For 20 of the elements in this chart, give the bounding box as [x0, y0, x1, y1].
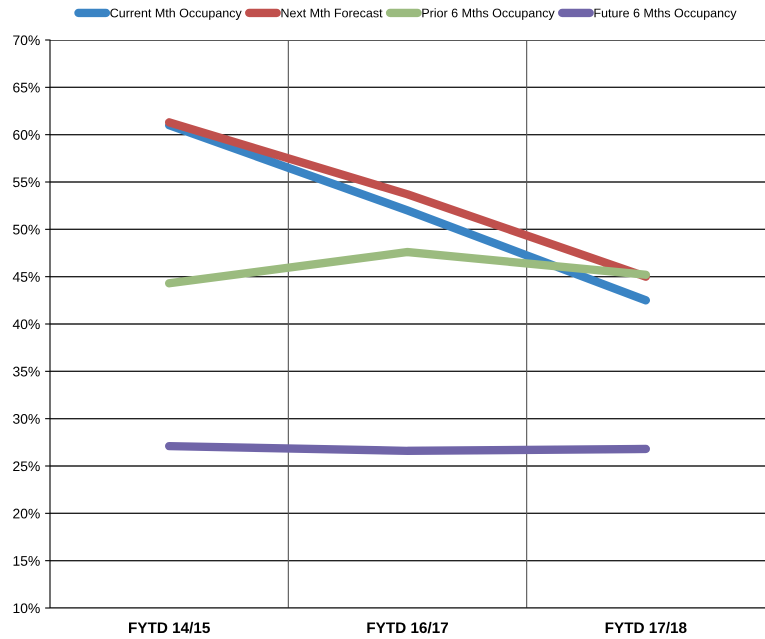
y-tick-label: 15%: [14, 556, 40, 566]
y-tick-label: 55%: [13, 177, 40, 188]
y-tick-label: 50%: [13, 224, 40, 235]
y-tick-label: 65%: [13, 82, 40, 93]
legend-label: Prior 6 Mths Occupancy: [422, 8, 555, 20]
y-tick-label: 40%: [12, 319, 40, 330]
y-tick-label: 10%: [14, 603, 40, 614]
legend-label: Current Mth Occupancy: [110, 8, 242, 20]
y-tick-label: 60%: [13, 130, 40, 140]
y-tick-label: 35%: [13, 366, 40, 377]
y-tick-label: 45%: [12, 272, 40, 282]
x-tick-label: FYTD 17/18: [606, 622, 687, 634]
y-tick-label: 30%: [13, 414, 40, 424]
x-tick-label: FYTD 14/15: [129, 622, 210, 634]
legend-label: Future 6 Mths Occupancy: [594, 8, 737, 20]
y-tick-label: 70%: [13, 35, 40, 46]
legend-label: Next Mth Forecast: [281, 8, 382, 18]
y-tick-label: 20%: [13, 508, 40, 519]
y-tick-label: 25%: [13, 461, 40, 472]
x-tick-label: FYTD 16/17: [367, 622, 448, 634]
